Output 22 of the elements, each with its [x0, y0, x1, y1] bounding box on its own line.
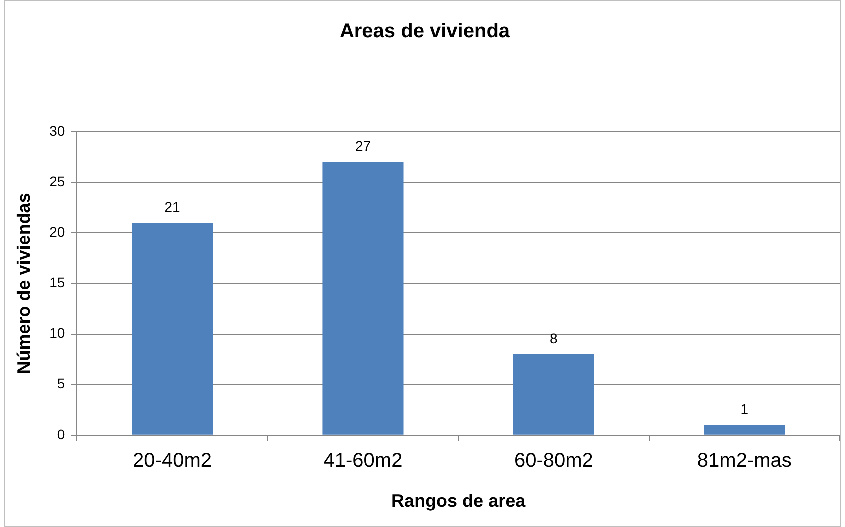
y-tick-label: 30	[50, 122, 66, 139]
y-tick-label: 10	[50, 325, 66, 342]
data-label: 27	[355, 138, 372, 154]
y-tick-label: 15	[50, 274, 66, 291]
y-tick-label: 25	[50, 173, 66, 190]
data-label: 8	[550, 330, 558, 346]
data-label: 1	[740, 401, 749, 418]
bar	[132, 223, 214, 435]
bar	[513, 354, 594, 435]
y-tick-label: 20	[50, 224, 66, 240]
x-tick-label: 60-80m2	[514, 450, 594, 472]
y-tick-label: 5	[57, 376, 66, 392]
bar	[322, 162, 404, 435]
x-tick-label: 41-60m2	[324, 450, 403, 472]
bar	[704, 425, 786, 435]
x-tick-label: 20-40m2	[133, 450, 212, 472]
x-tick-label: 81m2-mas	[697, 450, 792, 472]
y-axis-title: Número de viviendas	[14, 193, 34, 374]
chart-title: Areas de vivienda	[340, 20, 511, 43]
y-tick-label: 0	[57, 426, 66, 442]
x-axis-title: Rangos de area	[392, 491, 527, 512]
data-label: 21	[164, 198, 181, 215]
